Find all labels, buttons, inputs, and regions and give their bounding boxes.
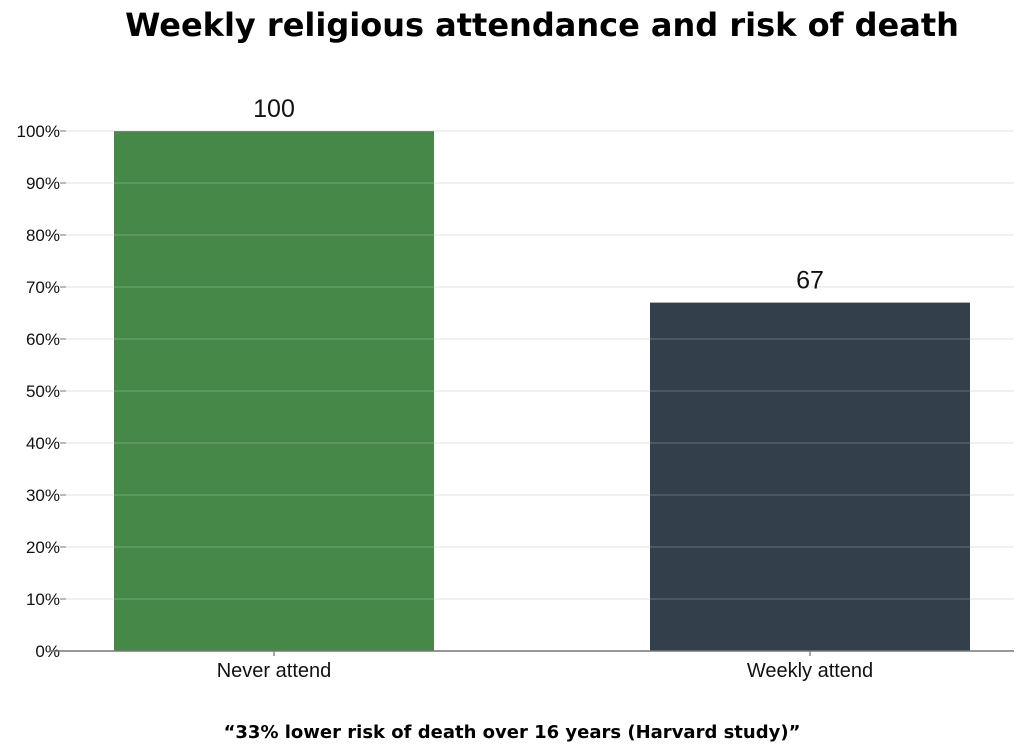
data-label: 100: [253, 95, 295, 123]
y-tick-label: 70%: [26, 278, 60, 297]
bars: [114, 131, 970, 651]
y-tick-label: 0%: [35, 642, 60, 661]
data-labels: 100 67: [253, 95, 824, 295]
y-tick-label: 30%: [26, 486, 60, 505]
gridlines-overlay: [66, 130, 1014, 600]
y-tick-label: 40%: [26, 434, 60, 453]
y-tick-label: 10%: [26, 590, 60, 609]
y-tick-label: 80%: [26, 226, 60, 245]
y-tick-label: 60%: [26, 330, 60, 349]
data-label: 67: [796, 267, 824, 295]
chart-title: Weekly religious attendance and risk of …: [125, 6, 959, 44]
footnote: “33% lower risk of death over 16 years (…: [224, 722, 801, 743]
y-tick-label: 50%: [26, 382, 60, 401]
y-axis: 0% 10% 20% 30% 40% 50% 60% 70% 80% 90% 100%: [17, 122, 66, 661]
bar-weekly-attend: [650, 302, 970, 651]
y-tick-label: 20%: [26, 538, 60, 557]
x-tick-label: Never attend: [217, 660, 332, 682]
y-tick-label: 90%: [26, 174, 60, 193]
y-tick-label: 100%: [17, 122, 60, 141]
x-axis: Never attend Weekly attend: [49, 650, 1014, 682]
bar-never-attend: [114, 131, 434, 651]
x-tick-label: Weekly attend: [747, 660, 873, 682]
